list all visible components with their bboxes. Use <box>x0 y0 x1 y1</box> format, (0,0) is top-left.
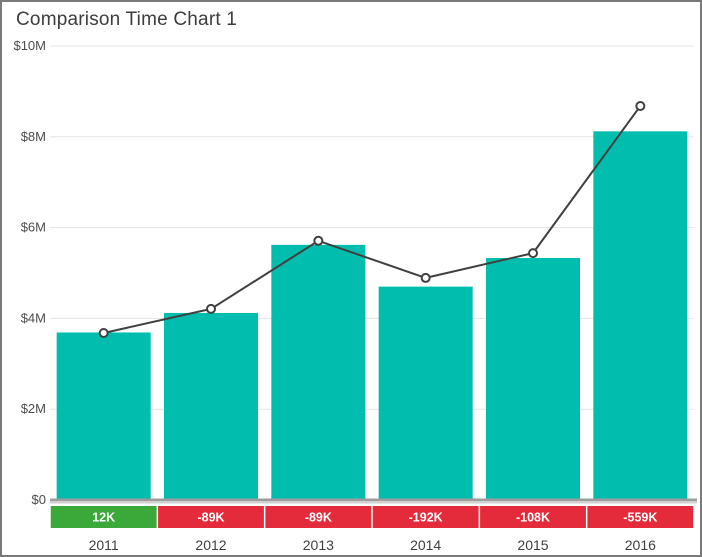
diff-badge-2014 <box>372 506 479 528</box>
diff-badge-2016 <box>587 506 694 528</box>
line-marker-2011[interactable] <box>98 328 109 339</box>
diff-badge-2015 <box>480 506 586 528</box>
line-marker-2015[interactable] <box>528 248 538 259</box>
x-axis-label-2011: 2011 <box>89 537 119 553</box>
y-axis-tick-label: $4M <box>21 310 46 325</box>
diff-badge-label: 12K <box>92 511 115 525</box>
diff-badge-label: -108K <box>516 511 550 525</box>
line-marker-2012[interactable] <box>206 303 216 314</box>
y-axis-tick-label: $8M <box>21 129 46 144</box>
y-axis-tick-label: $10M <box>13 38 46 53</box>
x-axis-label-2015: 2015 <box>517 537 548 553</box>
diff-badge-label: -89K <box>197 511 224 525</box>
y-axis-tick-label: $2M <box>21 401 46 416</box>
bar-2015[interactable] <box>486 258 580 501</box>
bar-2011[interactable] <box>56 332 151 501</box>
line-marker-2013[interactable] <box>313 235 324 246</box>
x-axis-label-2012: 2012 <box>195 537 226 553</box>
bar-2014[interactable] <box>378 286 473 501</box>
diff-badge-2013 <box>265 506 372 528</box>
bar-2013[interactable] <box>271 244 366 502</box>
line-marker-2016[interactable] <box>635 100 646 111</box>
diff-badge-label: -89K <box>305 511 332 525</box>
x-axis-label-2013: 2013 <box>303 537 334 553</box>
diff-badge-2012 <box>158 506 264 528</box>
x-axis-line-shadow <box>50 501 697 504</box>
diff-badge-2011 <box>50 506 157 528</box>
bar-2012[interactable] <box>164 312 258 501</box>
trend-line <box>102 104 642 335</box>
y-axis-tick-label: $0 <box>32 492 46 507</box>
diff-badge-label: -559K <box>623 511 657 525</box>
diff-badge-label: -192K <box>409 511 443 525</box>
x-axis-label-2014: 2014 <box>410 537 441 553</box>
bar-2016[interactable] <box>593 131 688 502</box>
chart-title: Comparison Time Chart 1 <box>16 9 238 30</box>
y-axis-tick-label: $6M <box>21 220 46 235</box>
x-axis-line <box>50 498 697 502</box>
line-marker-2014[interactable] <box>420 272 431 283</box>
x-axis-label-2016: 2016 <box>625 537 656 553</box>
